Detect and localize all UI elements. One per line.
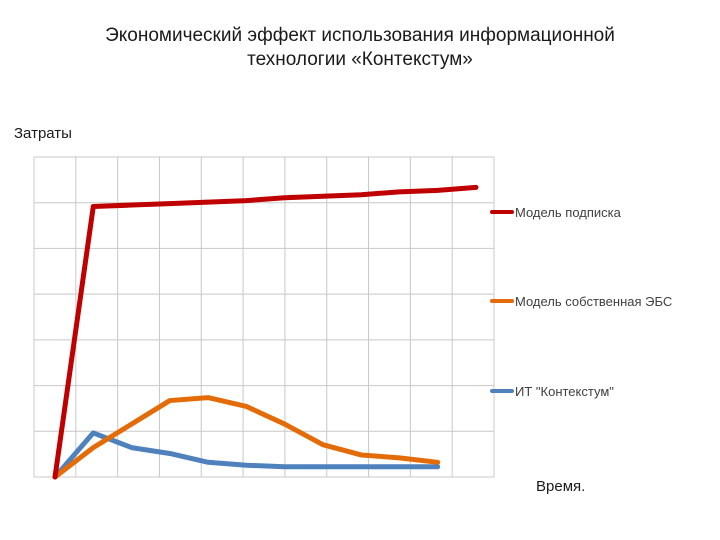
chart-title-line-2: технологии «Контекстум» xyxy=(247,49,473,70)
chart-title: Экономический эффект использования инфор… xyxy=(0,24,720,72)
chart-title-line-1: Экономический эффект использования инфор… xyxy=(105,25,615,46)
series-line-3 xyxy=(52,430,441,480)
plot-area-border xyxy=(33,156,495,478)
series-line-2 xyxy=(52,395,441,480)
legend-label-2: Модель собственная ЭБС xyxy=(515,294,672,309)
series-line-1 xyxy=(52,184,479,480)
legend-label-3: ИТ "Контекстум" xyxy=(515,384,614,399)
chart-legend: Модель подписка Модель собственная ЭБС ИТ … xyxy=(490,205,672,399)
y-axis-label: Затраты xyxy=(14,125,72,142)
chart-series xyxy=(52,184,479,480)
legend-label-1: Модель подписка xyxy=(515,205,622,220)
x-axis-label: Время. xyxy=(536,478,586,495)
